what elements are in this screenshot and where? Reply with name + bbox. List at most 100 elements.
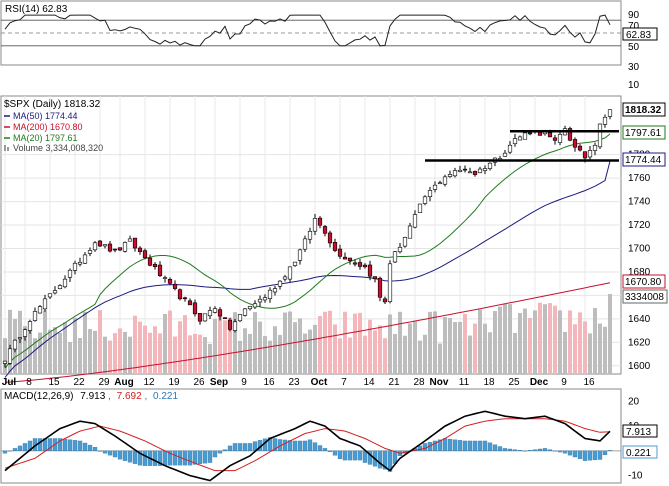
rsi-line <box>4 14 611 47</box>
macd-tick-label: -10 <box>628 471 643 482</box>
price-candle <box>12 339 18 353</box>
price-candle <box>407 222 413 239</box>
volume-bar <box>303 333 307 374</box>
macd-hist-bar <box>477 440 483 451</box>
price-candle <box>372 276 378 283</box>
ma50-legend: MA(50) 1774.44 <box>13 111 78 121</box>
price-candle <box>342 252 348 260</box>
volume-bar <box>523 308 527 374</box>
volume-bar <box>88 329 92 374</box>
price-candle <box>97 240 103 247</box>
volume-bar <box>553 305 557 374</box>
price-candle <box>462 165 468 173</box>
macd-hist-bar <box>572 450 578 458</box>
volume-bar <box>208 343 212 374</box>
price-candle <box>172 280 178 291</box>
volume-bar <box>163 313 167 374</box>
volume-bar <box>213 318 217 374</box>
price-candle <box>267 287 273 303</box>
price-candle <box>112 248 118 253</box>
price-candle <box>187 298 193 306</box>
volume-bar <box>353 313 357 374</box>
volume-bar <box>483 323 487 374</box>
price-candle <box>352 259 358 267</box>
volume-bar <box>363 335 367 374</box>
macd-hist-bar <box>322 448 328 451</box>
volume-legend: Volume 3,334,008,320 <box>13 143 103 153</box>
price-candle <box>2 360 8 368</box>
macd-hist-bar <box>272 438 278 451</box>
price-candle <box>177 288 183 301</box>
price-tick-label: 1720 <box>628 220 651 231</box>
macd-hist-bar <box>462 440 468 451</box>
volume-bar <box>433 311 437 374</box>
price-candle <box>552 134 558 145</box>
price-candle <box>147 254 153 267</box>
price-candle <box>587 145 593 161</box>
price-candle <box>152 262 158 270</box>
price-candle <box>472 170 478 177</box>
volume-bar <box>238 340 242 374</box>
volume-bar <box>343 311 347 374</box>
price-candle <box>82 252 88 264</box>
price-candle <box>127 235 133 242</box>
price-candle <box>327 230 333 248</box>
macd-hist-bar <box>497 446 503 451</box>
volume-bar <box>413 320 417 374</box>
volume-bar <box>248 333 252 374</box>
x-tick-label: 28 <box>413 377 425 388</box>
price-candle <box>602 114 608 128</box>
volume-bar <box>318 315 322 374</box>
price-tick-label: 1640 <box>628 314 651 325</box>
macd-hist-bar <box>352 450 358 461</box>
volume-bar <box>28 321 32 374</box>
x-tick-label: 9 <box>241 377 247 388</box>
macd-tick-label: 20 <box>628 396 640 407</box>
macd-hist-bar <box>562 450 568 454</box>
macd-hist-bar <box>127 450 133 463</box>
macd-hist-bar <box>197 450 203 464</box>
macd-hist-bar <box>122 450 128 461</box>
volume-bar <box>348 337 352 374</box>
rsi-value-box <box>622 27 658 41</box>
macd-hist-bar <box>432 440 438 451</box>
volume-bar <box>298 318 302 374</box>
macd-hist-bar <box>167 450 173 466</box>
price-candle <box>32 307 38 322</box>
price-candle <box>42 294 48 312</box>
x-tick-label: 16 <box>263 377 275 388</box>
macd-hist-bar <box>67 439 73 451</box>
volume-bar <box>578 312 582 374</box>
volume-bar <box>33 338 37 374</box>
price-candle <box>217 307 223 321</box>
price-candle <box>167 277 173 285</box>
volume-bar <box>373 330 377 374</box>
signal-line <box>4 418 611 472</box>
x-tick-label: 16 <box>583 377 595 388</box>
price-candle <box>197 313 203 325</box>
price-title: $SPX (Daily) 1818.32 <box>4 99 101 110</box>
x-tick-label: 23 <box>288 377 300 388</box>
macd-hist-bar <box>362 450 368 463</box>
volume-bar <box>118 328 122 374</box>
macd-legend-hist: 0.221 <box>153 391 178 402</box>
macd-hist-bar <box>442 438 448 451</box>
volume-bar <box>138 321 142 374</box>
volume-bar <box>388 314 392 374</box>
x-tick-label: 18 <box>483 377 495 388</box>
price-candle <box>222 317 228 319</box>
ma20-value-label: 1797.61 <box>625 128 662 139</box>
price-candle <box>137 246 143 255</box>
price-candle <box>432 181 438 193</box>
volume-bar <box>518 313 522 374</box>
x-tick-label: Nov <box>430 377 449 388</box>
volume-bar <box>158 333 162 374</box>
price-candle <box>502 150 508 157</box>
volume-bar <box>593 308 597 374</box>
volume-bar <box>378 325 382 374</box>
price-candle <box>427 186 433 202</box>
price-candle <box>287 266 293 283</box>
volume-bar <box>273 326 277 374</box>
volume-bar <box>573 324 577 374</box>
macd-hist-bar <box>207 450 213 463</box>
